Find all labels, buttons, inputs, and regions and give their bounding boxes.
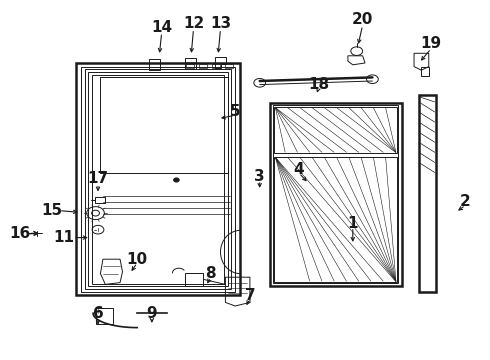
Text: 20: 20 [352, 12, 373, 27]
Text: 18: 18 [308, 77, 329, 92]
Text: 16: 16 [9, 226, 30, 242]
Text: 11: 11 [53, 230, 74, 245]
Circle shape [173, 178, 179, 182]
Text: 2: 2 [460, 194, 471, 209]
Text: 5: 5 [230, 104, 241, 119]
Text: 14: 14 [151, 19, 172, 35]
Text: 17: 17 [87, 171, 109, 186]
Text: 13: 13 [210, 16, 231, 31]
Text: 10: 10 [126, 252, 148, 267]
Text: 4: 4 [294, 162, 304, 177]
Text: 3: 3 [254, 169, 265, 184]
Text: 15: 15 [41, 203, 62, 218]
Text: 7: 7 [245, 288, 255, 303]
Text: 6: 6 [93, 306, 103, 321]
Text: 19: 19 [420, 36, 442, 51]
Text: 12: 12 [183, 16, 204, 31]
Text: 8: 8 [205, 266, 216, 281]
Polygon shape [76, 63, 240, 295]
Text: 9: 9 [147, 306, 157, 321]
Text: 1: 1 [347, 216, 358, 231]
